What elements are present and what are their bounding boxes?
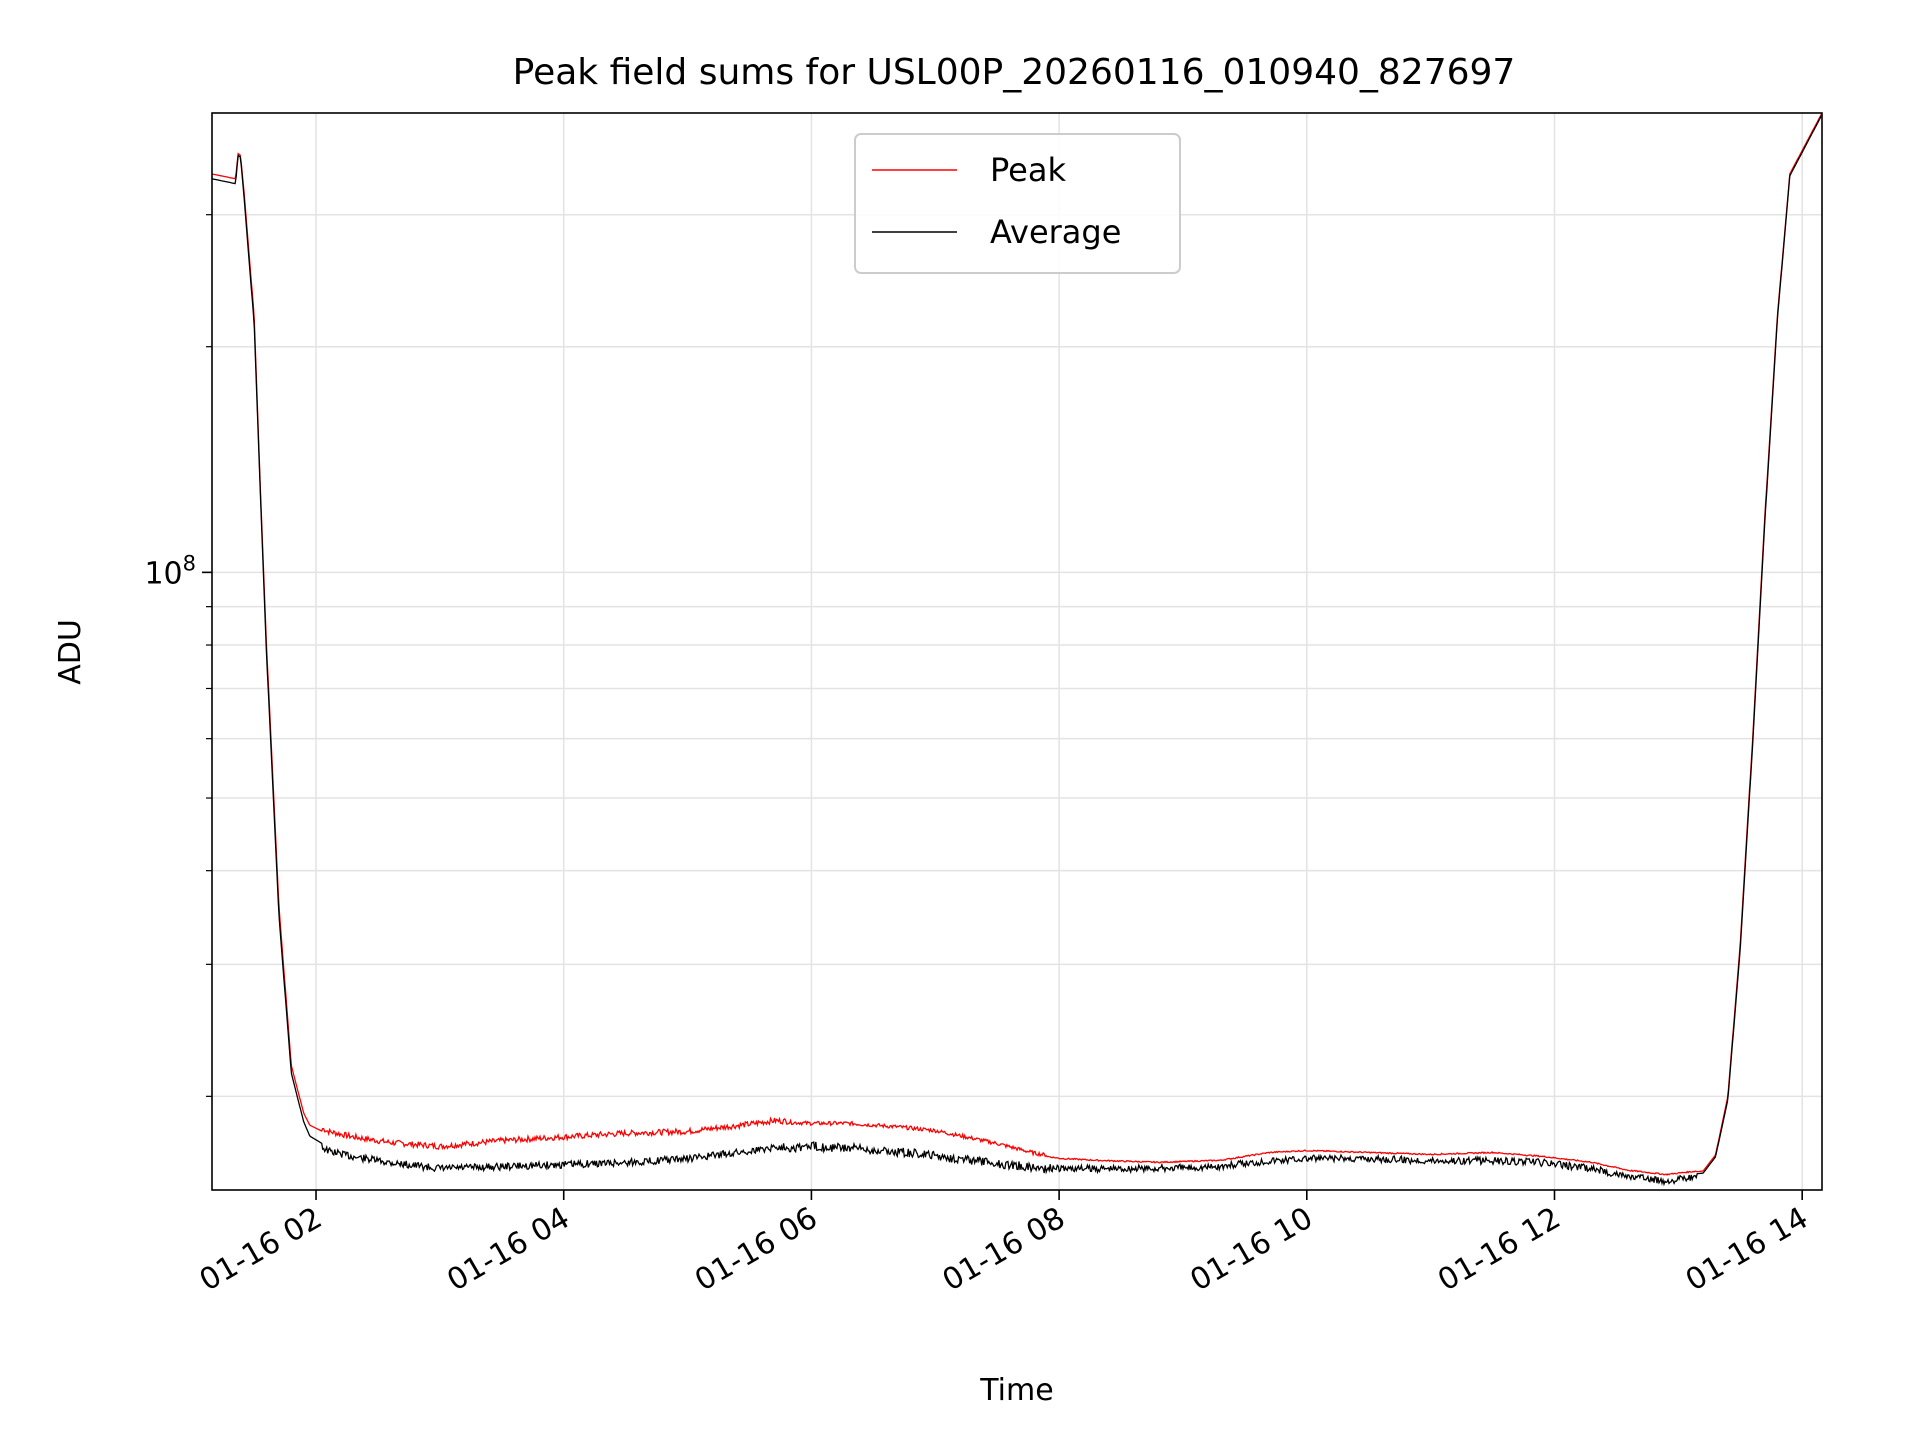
grid-lines xyxy=(212,113,1822,1190)
legend-label-average: Average xyxy=(990,213,1121,251)
peak-series-line xyxy=(212,113,1822,1176)
legend-label-peak: Peak xyxy=(990,151,1066,189)
chart-title: Peak field sums for USL00P_20260116_0109… xyxy=(513,52,1516,93)
y-axis: 108 xyxy=(144,214,212,1097)
y-tick-label-base: 10 xyxy=(144,556,182,591)
y-tick-label: 108 xyxy=(144,551,196,591)
series-layer xyxy=(212,113,1822,1187)
legend: Peak Average xyxy=(854,133,1181,274)
average-series-line xyxy=(212,114,1822,1187)
x-axis-label: Time xyxy=(979,1373,1053,1408)
y-axis-label: ADU xyxy=(53,619,88,685)
plot-frame xyxy=(211,112,1823,1191)
y-tick-label-exponent: 8 xyxy=(183,551,196,575)
legend-box xyxy=(854,133,1181,274)
